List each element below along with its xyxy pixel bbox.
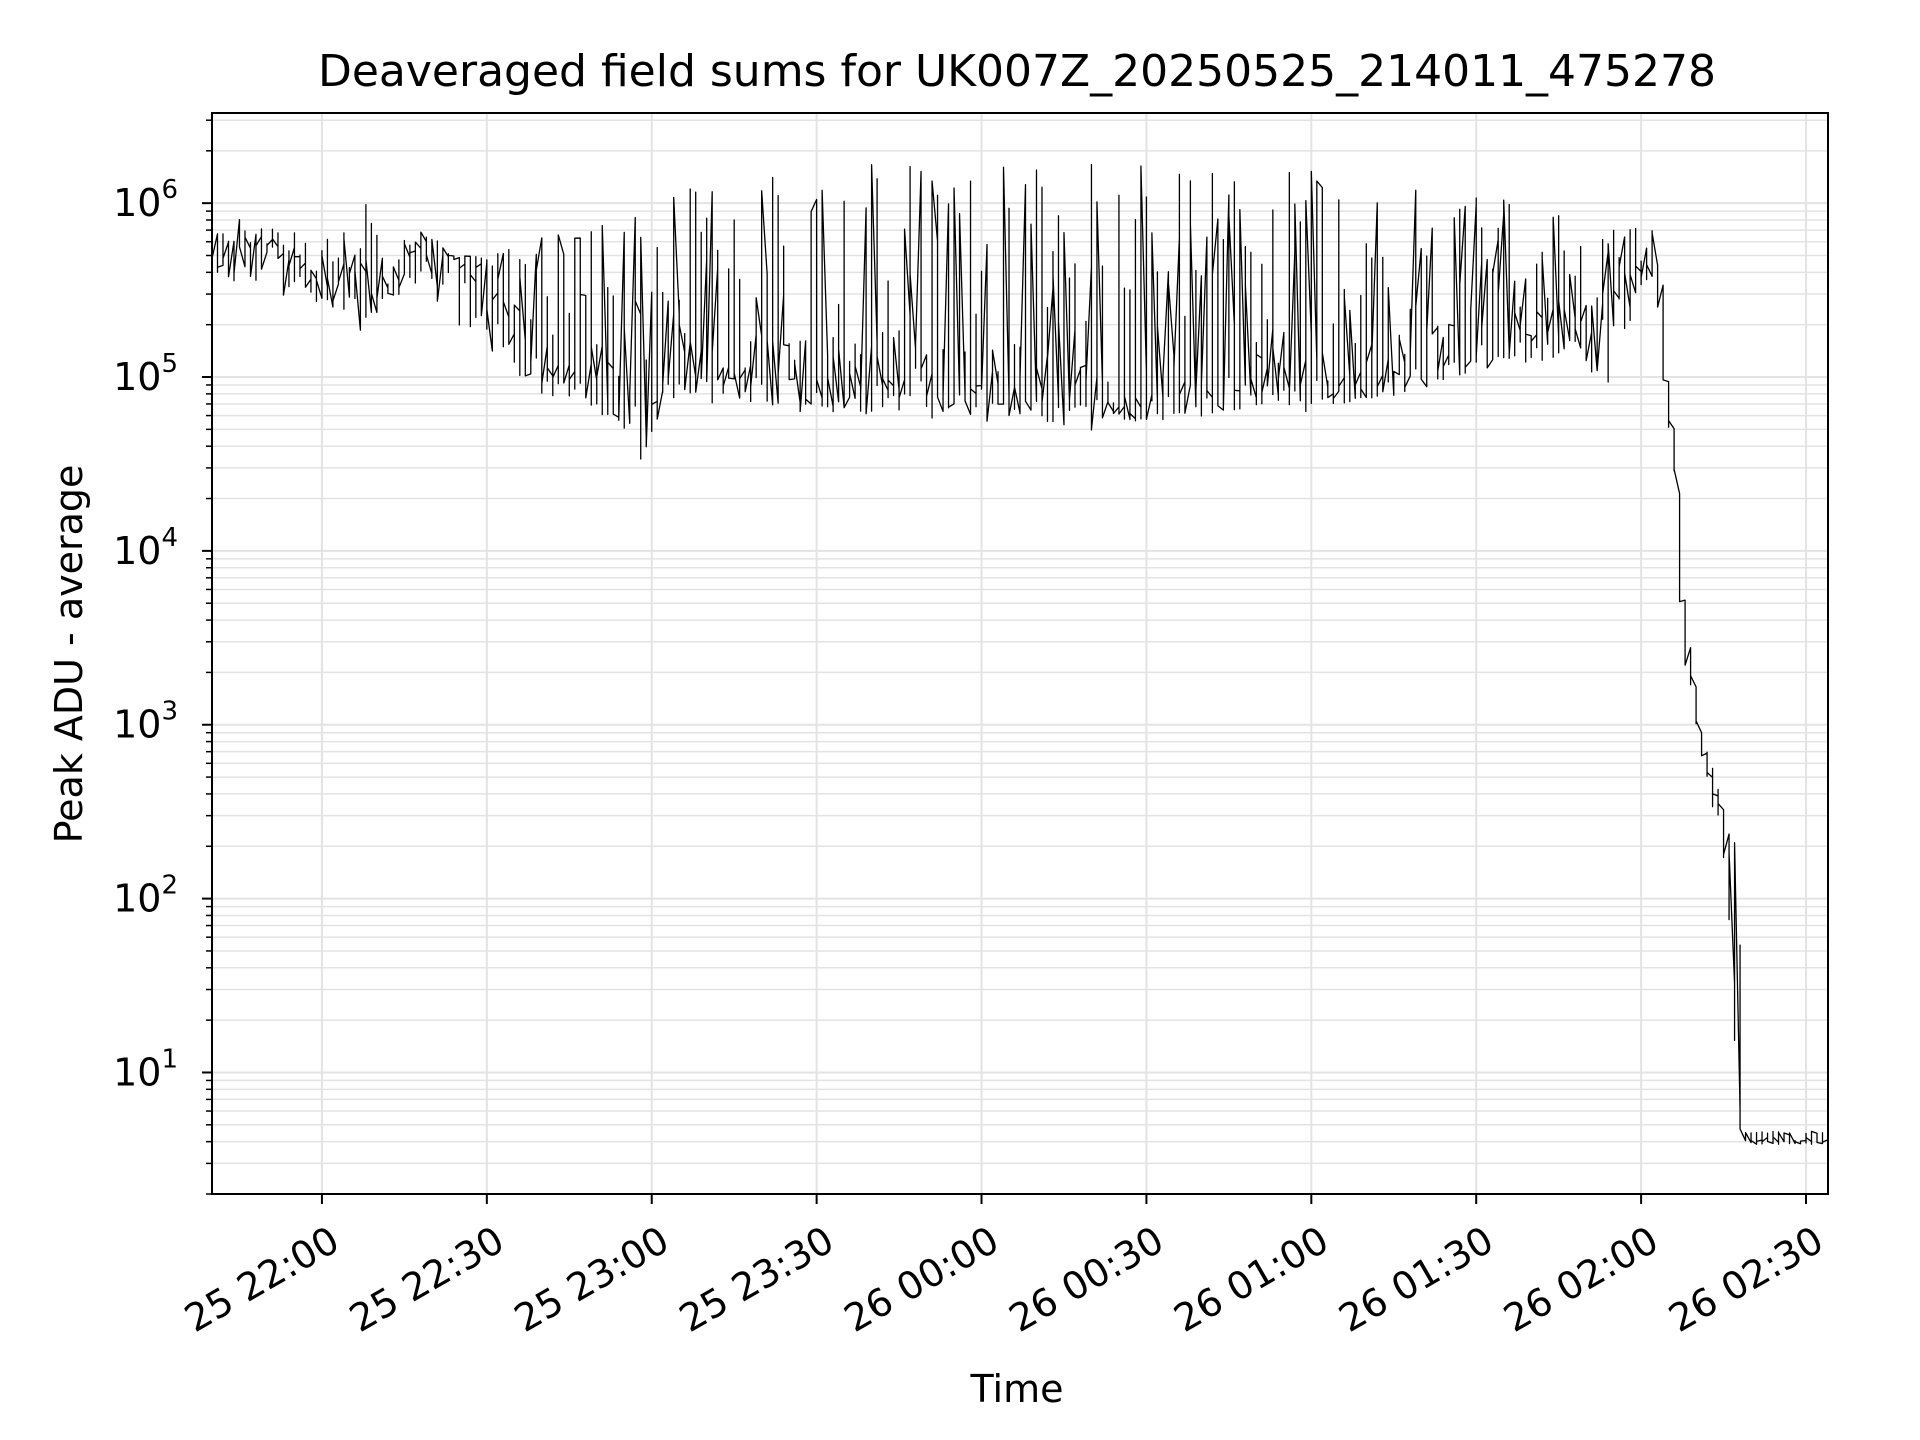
x-tick-label: 26 02:30: [1661, 1218, 1830, 1341]
x-tick-label: 26 02:00: [1496, 1218, 1665, 1341]
y-tick-label: 103: [113, 697, 178, 747]
x-axis-label: Time: [970, 1367, 1064, 1411]
x-tick-label: 26 00:30: [1002, 1218, 1171, 1341]
y-tick-label: 105: [113, 349, 178, 399]
x-tick-label: 26 00:00: [837, 1218, 1006, 1341]
x-tick-label: 25 22:30: [342, 1218, 511, 1341]
y-axis-label: Peak ADU - average: [47, 465, 91, 844]
y-tick-label: 102: [113, 871, 178, 921]
series-path: [211, 163, 1829, 1145]
x-tick-label: 25 22:00: [177, 1218, 346, 1341]
x-tick-label: 25 23:30: [672, 1218, 841, 1341]
y-tick-label: 104: [113, 523, 178, 573]
chart-title: Deaveraged field sums for UK007Z_2025052…: [318, 46, 1716, 97]
plot-frame: [211, 112, 1829, 1195]
series-line: [211, 163, 1829, 1145]
y-tick-label: 101: [113, 1044, 178, 1094]
x-tick-label: 26 01:30: [1332, 1218, 1501, 1341]
y-tick-label: 106: [113, 175, 178, 225]
grid: [212, 113, 1828, 1195]
x-tick-label: 25 23:00: [507, 1218, 676, 1341]
y-axis: 101 102 103 104 105 106: [113, 119, 212, 1195]
x-tick-label: 26 01:00: [1167, 1218, 1336, 1341]
